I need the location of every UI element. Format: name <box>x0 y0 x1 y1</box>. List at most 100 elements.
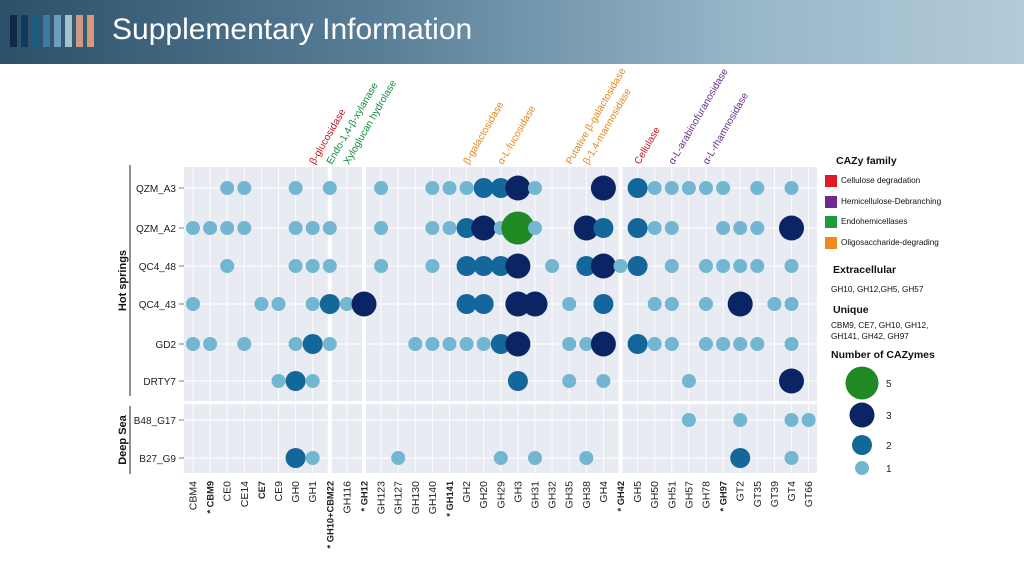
bubble-point <box>613 259 628 273</box>
count-legend-label: 5 <box>886 379 892 390</box>
bubble-point <box>579 451 594 465</box>
bubble-point <box>305 259 320 273</box>
bubble-point <box>203 337 218 351</box>
bubble-point <box>285 448 306 468</box>
bubble-point <box>456 256 477 276</box>
logo-stripe <box>87 15 94 47</box>
bubble-point <box>647 297 662 311</box>
bubble-point <box>254 297 269 311</box>
bubble-point <box>459 181 474 195</box>
x-tick-label: GH0 <box>290 481 302 503</box>
bubble-point <box>596 374 611 388</box>
x-tick-label: GH51 <box>666 481 678 509</box>
x-tick-label: GH78 <box>701 481 713 509</box>
logo-stripe <box>54 15 61 47</box>
bubble-point <box>288 181 303 195</box>
bubble-point <box>733 413 748 427</box>
bubble-point <box>727 291 753 317</box>
bubble-point <box>562 374 577 388</box>
bubble-point <box>699 259 713 273</box>
bubble-point <box>237 337 252 351</box>
y-tick-label: QZM_A3 <box>136 184 176 195</box>
bubble-point <box>562 337 577 351</box>
bubble-point <box>699 181 713 195</box>
bubble-point <box>593 294 614 314</box>
bubble-point <box>374 221 389 235</box>
bubble-point <box>305 374 320 388</box>
enzyme-annotation: α-L-fucosidase <box>496 104 539 167</box>
bubble-point <box>664 221 679 235</box>
bubble-point <box>681 374 696 388</box>
bubble-point <box>505 291 531 317</box>
bubble-point <box>237 181 252 195</box>
bubble-point <box>490 256 511 276</box>
bubble-point <box>374 259 389 273</box>
x-tick-label: CE7 <box>257 481 267 499</box>
bubble-point <box>593 218 614 238</box>
bubble-point <box>627 334 648 354</box>
y-tick-label: DRTY7 <box>143 377 176 388</box>
bubble-point <box>305 451 320 465</box>
bubble-point <box>590 253 616 279</box>
bubble-point <box>627 178 648 198</box>
bubble-point <box>528 181 542 195</box>
bubble-point <box>716 221 731 235</box>
bubble-point <box>203 221 218 235</box>
bubble-point <box>220 221 235 235</box>
x-tick-label: GH140 <box>427 481 439 514</box>
enzyme-annotation: α-L-arabinofuranosidase <box>667 67 731 167</box>
bubble-point <box>473 256 494 276</box>
bubble-point <box>750 221 765 235</box>
bubble-point <box>425 181 440 195</box>
bubble-point <box>490 334 511 354</box>
bubble-point <box>664 181 679 195</box>
x-tick-label: GH4 <box>598 481 610 503</box>
slide-title: Supplementary Information <box>112 13 473 46</box>
y-tick-label: QC4_43 <box>139 300 177 311</box>
x-tick-label: GH127 <box>393 481 405 514</box>
bubble-point <box>442 221 457 235</box>
bubble-point <box>681 181 696 195</box>
bubble-point <box>425 221 440 235</box>
bubble-point <box>784 297 799 311</box>
bubble-point <box>476 337 491 351</box>
bubble-point <box>779 215 804 241</box>
count-legend-bubble <box>845 366 879 400</box>
x-tick-label: GT35 <box>752 481 764 507</box>
y-tick-label: GD2 <box>155 340 176 351</box>
group-label: Hot springs <box>117 250 129 311</box>
count-legend-label: 1 <box>886 464 892 475</box>
bubble-point <box>471 215 497 241</box>
count-legend-bubble <box>852 435 872 455</box>
count-legend-bubble <box>849 402 875 428</box>
bubble-point <box>784 259 799 273</box>
bubble-point <box>784 451 799 465</box>
x-tick-label: GH20 <box>478 481 490 509</box>
x-tick-label: GH35 <box>564 481 576 509</box>
x-tick-label: * GH141 <box>445 481 455 517</box>
bubble-point <box>322 181 337 195</box>
bubble-point <box>408 337 423 351</box>
bubble-point <box>528 451 542 465</box>
bubble-point <box>627 218 648 238</box>
x-tick-label: GH50 <box>649 481 661 509</box>
bubble-point <box>716 259 731 273</box>
bubble-point <box>322 221 337 235</box>
bubble-point <box>288 337 303 351</box>
group-label: Deep Sea <box>117 414 129 464</box>
y-tick-label: QC4_48 <box>139 262 177 273</box>
bubble-point <box>664 297 679 311</box>
bubble-point <box>374 181 389 195</box>
bubble-point <box>288 221 303 235</box>
x-tick-label: CBM4 <box>188 481 200 510</box>
bubble-point <box>493 451 508 465</box>
logo-stripe <box>43 15 50 47</box>
bubble-point <box>784 181 799 195</box>
bubble-point <box>590 175 616 201</box>
x-tick-label: GH57 <box>683 481 695 509</box>
bubble-point <box>339 297 354 311</box>
x-tick-label: GH2 <box>461 481 473 503</box>
x-tick-label: GH130 <box>410 481 422 514</box>
bubble-point <box>733 337 748 351</box>
bubble-point <box>505 331 531 357</box>
